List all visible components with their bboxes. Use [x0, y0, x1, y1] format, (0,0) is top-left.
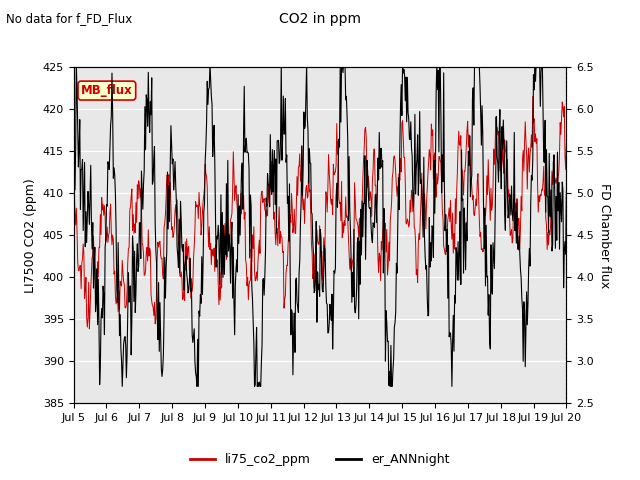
Legend: li75_co2_ppm, er_ANNnight: li75_co2_ppm, er_ANNnight — [186, 448, 454, 471]
Y-axis label: LI7500 CO2 (ppm): LI7500 CO2 (ppm) — [24, 178, 37, 293]
Text: MB_flux: MB_flux — [81, 84, 132, 97]
Y-axis label: FD Chamber flux: FD Chamber flux — [598, 182, 611, 288]
Text: No data for f_FD_Flux: No data for f_FD_Flux — [6, 12, 132, 25]
Text: CO2 in ppm: CO2 in ppm — [279, 12, 361, 26]
